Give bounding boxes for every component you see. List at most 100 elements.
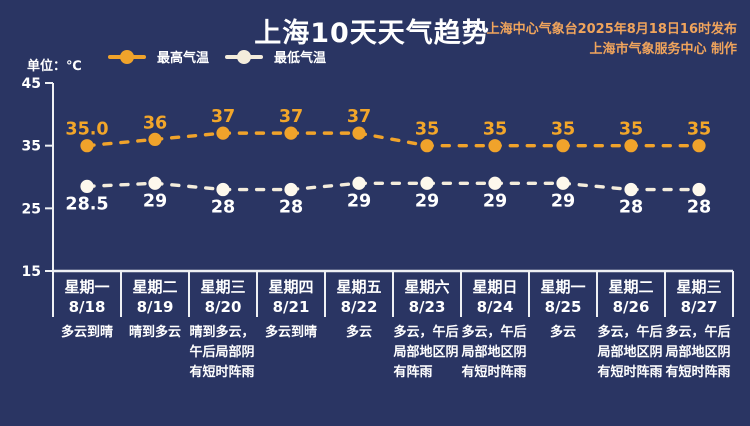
high-temp-point <box>624 139 638 153</box>
forecast-day: 星期一 <box>540 278 586 296</box>
forecast-column: 星期六 8/23 多云，午后局部地区阴有阵雨 <box>393 272 461 383</box>
high-temp-value: 35 <box>551 120 575 140</box>
low-temp-point <box>216 182 230 197</box>
high-temp-point <box>216 126 230 140</box>
source-info: 上海中心气象台2025年8月18日16时发布 上海市气象服务中心 制作 <box>487 20 737 60</box>
unit-label: 单位：℃ <box>27 59 82 74</box>
high-temp-point <box>556 139 570 153</box>
source-line-1: 上海中心气象台2025年8月18日16时发布 <box>486 22 737 37</box>
forecast-date: 8/21 <box>272 298 310 316</box>
forecast-date: 8/24 <box>476 298 514 316</box>
forecast-day: 星期四 <box>268 278 314 296</box>
forecast-weather: 多云 <box>549 325 576 340</box>
forecast-date: 8/19 <box>136 298 174 316</box>
high-temp-line <box>85 131 701 148</box>
forecast-date: 8/20 <box>204 298 242 316</box>
forecast-date: 8/18 <box>68 298 106 316</box>
forecast-table: 星期一 8/18 多云到晴 星期二 8/19 晴到多云 星期三 8/20 晴到多云，午后局部阴有… <box>53 272 733 383</box>
forecast-column: 星期一 8/25 多云 <box>529 272 597 383</box>
low-temp-value: 28.5 <box>65 194 108 214</box>
high-temp-point <box>692 139 706 153</box>
forecast-date: 8/23 <box>408 298 446 316</box>
forecast-day: 星期五 <box>336 278 382 296</box>
source-line-2: 上海市气象服务中心 制作 <box>589 42 737 57</box>
legend-label-high-temp: 最高气温 <box>157 51 210 66</box>
high-temp-point <box>420 139 434 153</box>
high-temp-point <box>148 132 162 146</box>
forecast-weather: 晴到多云 <box>128 325 181 340</box>
low-temp-point <box>352 176 366 190</box>
forecast-column: 星期三 8/20 晴到多云，午后局部阴有短时阵雨 <box>189 272 257 383</box>
forecast-column: 星期五 8/22 多云 <box>325 272 393 383</box>
high-temp-value: 37 <box>279 107 303 127</box>
y-axis-tick-label: 45 <box>22 76 41 92</box>
forecast-date: 8/25 <box>544 298 582 316</box>
forecast-weather: 晴到多云，午后局部阴有短时阵雨 <box>189 325 255 380</box>
forecast-column: 星期日 8/24 多云，午后局部地区阴有短时阵雨 <box>461 272 529 383</box>
forecast-day: 星期六 <box>404 278 450 296</box>
high-temp-value: 36 <box>143 113 167 133</box>
forecast-weather: 多云到晴 <box>60 325 113 340</box>
high-temp-value: 35 <box>483 120 507 140</box>
high-temp-value: 35 <box>619 120 643 140</box>
forecast-weather: 多云，午后局部地区阴有短时阵雨 <box>461 325 527 380</box>
low-temp-point <box>556 176 570 190</box>
legend-item-high-temp: 最高气温 <box>108 47 209 66</box>
forecast-column: 星期二 8/19 晴到多云 <box>121 272 189 383</box>
low-temp-value: 29 <box>483 191 507 211</box>
low-temp-value: 28 <box>619 198 643 218</box>
low-temp-point <box>148 176 162 190</box>
forecast-weather: 多云到晴 <box>264 325 317 340</box>
high-temp-marker-icon <box>108 54 146 59</box>
low-temp-point <box>420 176 434 190</box>
forecast-date: 8/26 <box>612 298 650 316</box>
high-temp-point <box>284 126 298 140</box>
y-axis-tick-label: 35 <box>22 139 41 155</box>
forecast-column: 星期二 8/26 多云，午后局部地区阴有短时阵雨 <box>597 272 665 383</box>
high-temp-point <box>352 126 366 140</box>
legend-item-low-temp: 最低气温 <box>225 47 326 66</box>
low-temp-line <box>85 181 701 192</box>
low-temp-point <box>692 182 706 197</box>
low-temp-value: 28 <box>211 198 235 218</box>
forecast-day: 星期二 <box>132 278 178 296</box>
low-temp-point <box>624 182 638 197</box>
low-temp-value: 28 <box>687 198 711 218</box>
low-temp-value: 29 <box>143 191 167 211</box>
forecast-weather: 多云，午后局部地区阴有短时阵雨 <box>597 325 663 380</box>
low-temp-value: 29 <box>415 191 439 211</box>
high-temp-value: 35 <box>687 120 711 140</box>
low-temp-point <box>80 179 94 193</box>
forecast-date: 8/22 <box>340 298 378 316</box>
page-title: 上海10天天气趋势 <box>254 18 490 49</box>
forecast-day: 星期二 <box>608 278 654 296</box>
high-temp-point <box>488 139 502 153</box>
high-temp-value: 37 <box>347 107 371 127</box>
forecast-day: 星期三 <box>200 278 246 296</box>
low-temp-marker-icon <box>225 54 264 59</box>
low-temp-point <box>488 176 502 190</box>
high-temp-point <box>80 139 94 153</box>
low-temp-value: 29 <box>347 191 371 211</box>
forecast-day: 星期三 <box>676 278 722 296</box>
forecast-day: 星期日 <box>472 278 518 296</box>
high-temp-value: 35 <box>415 120 439 140</box>
high-temp-value: 35.0 <box>65 120 108 140</box>
low-temp-value: 29 <box>551 191 575 211</box>
y-axis-tick-label: 25 <box>22 201 41 217</box>
forecast-weather: 多云 <box>345 325 372 340</box>
low-temp-point <box>284 182 298 197</box>
high-temp-value: 37 <box>211 107 235 127</box>
y-axis-tick-label: 15 <box>22 264 41 280</box>
forecast-weather: 多云，午后局部地区阴有阵雨 <box>393 325 459 380</box>
forecast-column: 星期三 8/27 多云，午后局部地区阴有短时阵雨 <box>665 272 733 383</box>
forecast-column: 星期四 8/21 多云到晴 <box>257 272 325 383</box>
low-temp-value: 28 <box>279 198 303 218</box>
forecast-weather: 多云，午后局部地区阴有短时阵雨 <box>665 325 731 380</box>
forecast-column: 星期一 8/18 多云到晴 <box>53 272 121 383</box>
forecast-day: 星期一 <box>64 278 110 296</box>
forecast-date: 8/27 <box>680 298 718 316</box>
chart-legend: 最高气温 最低气温 <box>108 47 326 66</box>
